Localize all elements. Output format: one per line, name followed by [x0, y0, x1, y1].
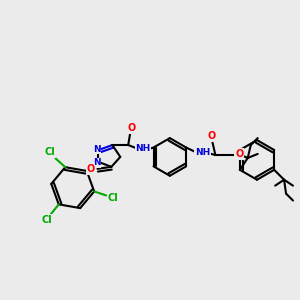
Text: Cl: Cl — [41, 215, 52, 225]
Text: N: N — [93, 145, 100, 154]
Text: Cl: Cl — [44, 147, 55, 157]
Text: O: O — [127, 123, 135, 133]
Text: NH: NH — [195, 148, 210, 158]
Text: Cl: Cl — [108, 194, 118, 203]
Text: N: N — [93, 158, 100, 167]
Text: NH: NH — [135, 143, 151, 152]
Text: O: O — [207, 131, 216, 141]
Text: O: O — [86, 164, 95, 174]
Text: O: O — [235, 149, 243, 159]
